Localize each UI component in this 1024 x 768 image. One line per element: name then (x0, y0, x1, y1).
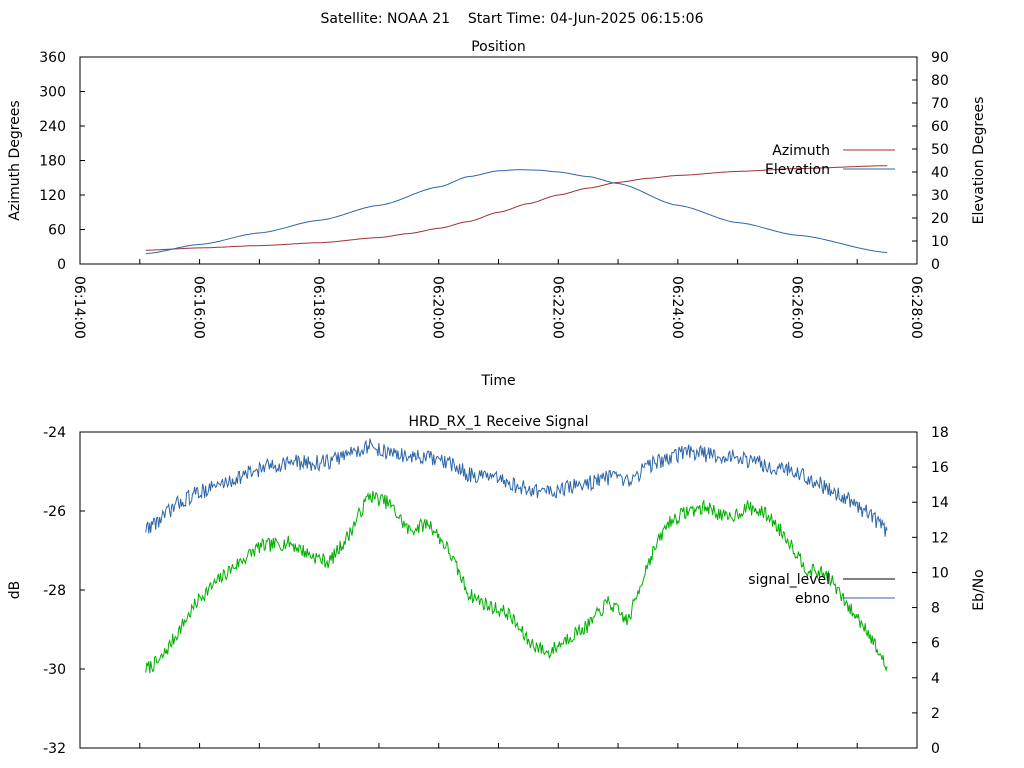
x-tick-label: 06:14:00 (71, 276, 87, 339)
legend-label: Elevation (765, 162, 830, 178)
y-tick-label: -24 (43, 425, 66, 441)
x-axis-label: Time (480, 373, 515, 389)
x-tick-label: 06:16:00 (191, 276, 207, 339)
y-tick-label: 300 (39, 85, 66, 101)
x-tick-label: 06:20:00 (430, 276, 446, 339)
y-axis-label: dB (7, 581, 23, 600)
x-tick-label: 06:22:00 (549, 276, 565, 339)
receive-signal-chart: HRD_RX_1 Receive Signal -32 -30 -28 -26 -24 0 2… (7, 414, 987, 757)
y2-tick-label: 12 (931, 530, 949, 546)
legend-label: ebno (795, 591, 830, 607)
y2-axis-label: Elevation Degrees (971, 97, 987, 225)
series-line-signal_level (145, 490, 888, 674)
y-tick-label: 0 (57, 257, 66, 273)
series-line-azimuth (145, 165, 888, 251)
y2-tick-label: 60 (931, 119, 949, 135)
y2-tick-label: 0 (931, 257, 940, 273)
y2-tick-label: 0 (931, 741, 940, 757)
y2-tick-label: 16 (931, 460, 949, 476)
y2-tick-label: 6 (931, 636, 940, 652)
y-tick-label: 240 (39, 119, 66, 135)
y2-tick-label: 10 (931, 234, 949, 250)
y-tick-label: 360 (39, 50, 66, 66)
x-tick-label: 06:18:00 (310, 276, 326, 339)
x-tick-label: 06:28:00 (908, 276, 924, 339)
y-tick-label: 120 (39, 188, 66, 204)
y2-tick-label: 20 (931, 211, 949, 227)
series-line-ebno (145, 438, 888, 537)
y2-tick-label: 8 (931, 601, 940, 617)
y2-tick-label: 70 (931, 96, 949, 112)
y-tick-label: -30 (43, 662, 66, 678)
y2-tick-label: 30 (931, 188, 949, 204)
y-tick-label: 60 (48, 223, 66, 239)
legend-label: Azimuth (772, 143, 830, 159)
y2-tick-label: 50 (931, 142, 949, 158)
position-chart: Position 0 60 120 180 240 300 360 0 10 20 30 40 50 60 7… (7, 39, 987, 389)
y2-tick-label: 4 (931, 671, 940, 687)
y2-axis-label: Eb/No (971, 569, 987, 611)
y2-tick-label: 90 (931, 50, 949, 66)
y-tick-label: -28 (43, 583, 66, 599)
y2-tick-label: 40 (931, 165, 949, 181)
y2-tick-label: 18 (931, 425, 949, 441)
y-axis-label: Azimuth Degrees (7, 100, 23, 220)
y2-tick-label: 14 (931, 495, 949, 511)
y-tick-label: -32 (43, 741, 66, 757)
chart-title: HRD_RX_1 Receive Signal (409, 414, 589, 430)
y-tick-label: -26 (43, 504, 66, 520)
y2-tick-label: 2 (931, 706, 940, 722)
chart-title: Position (471, 39, 526, 55)
y2-tick-label: 10 (931, 565, 949, 581)
y-tick-label: 180 (39, 154, 66, 170)
series-line-elevation (145, 169, 888, 255)
x-tick-label: 06:24:00 (669, 276, 685, 339)
legend-label: signal_level (748, 572, 830, 588)
x-tick-label: 06:26:00 (788, 276, 804, 339)
figure-title: Satellite: NOAA 21 Start Time: 04-Jun-20… (321, 11, 704, 27)
y2-tick-label: 80 (931, 73, 949, 89)
